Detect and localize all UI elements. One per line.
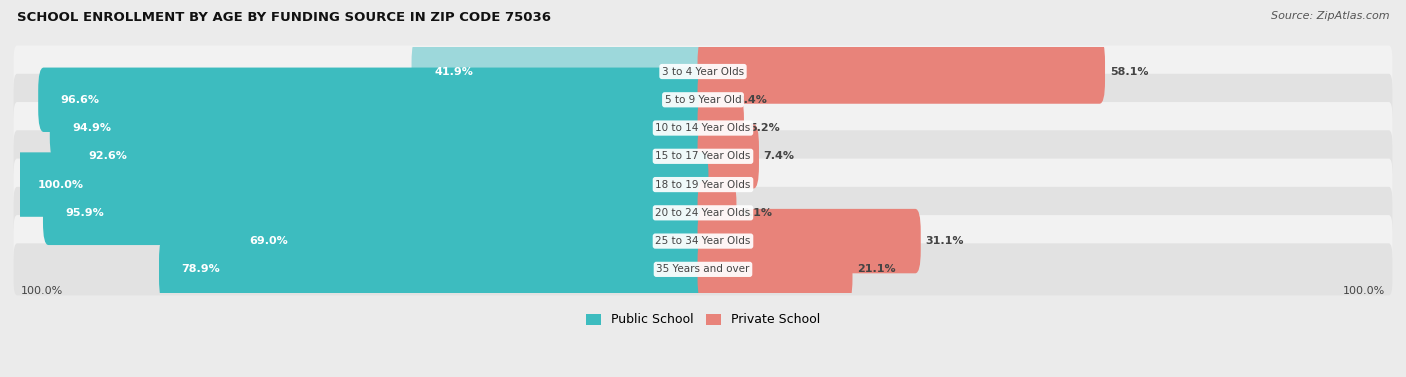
FancyBboxPatch shape	[697, 67, 731, 132]
Legend: Public School, Private School: Public School, Private School	[581, 308, 825, 331]
Text: 31.1%: 31.1%	[925, 236, 965, 246]
Text: 35 Years and over: 35 Years and over	[657, 264, 749, 274]
FancyBboxPatch shape	[49, 96, 709, 160]
Text: SCHOOL ENROLLMENT BY AGE BY FUNDING SOURCE IN ZIP CODE 75036: SCHOOL ENROLLMENT BY AGE BY FUNDING SOUR…	[17, 11, 551, 24]
Text: 21.1%: 21.1%	[858, 264, 896, 274]
FancyBboxPatch shape	[412, 39, 709, 104]
FancyBboxPatch shape	[697, 124, 759, 188]
FancyBboxPatch shape	[159, 237, 709, 302]
FancyBboxPatch shape	[38, 67, 709, 132]
Text: 10 to 14 Year Olds: 10 to 14 Year Olds	[655, 123, 751, 133]
Text: 3 to 4 Year Olds: 3 to 4 Year Olds	[662, 66, 744, 77]
FancyBboxPatch shape	[697, 209, 921, 273]
Text: 15 to 17 Year Olds: 15 to 17 Year Olds	[655, 151, 751, 161]
FancyBboxPatch shape	[14, 159, 1392, 211]
Text: 41.9%: 41.9%	[434, 66, 472, 77]
Text: 92.6%: 92.6%	[89, 151, 127, 161]
Text: 3.4%: 3.4%	[737, 95, 768, 105]
FancyBboxPatch shape	[697, 39, 1105, 104]
FancyBboxPatch shape	[66, 124, 709, 188]
Text: 5 to 9 Year Old: 5 to 9 Year Old	[665, 95, 741, 105]
FancyBboxPatch shape	[14, 130, 1392, 182]
FancyBboxPatch shape	[14, 46, 1392, 98]
FancyBboxPatch shape	[697, 237, 852, 302]
FancyBboxPatch shape	[697, 96, 744, 160]
Text: 4.1%: 4.1%	[741, 208, 772, 218]
Text: 96.6%: 96.6%	[60, 95, 100, 105]
FancyBboxPatch shape	[226, 209, 709, 273]
Text: 20 to 24 Year Olds: 20 to 24 Year Olds	[655, 208, 751, 218]
Text: 25 to 34 Year Olds: 25 to 34 Year Olds	[655, 236, 751, 246]
Text: 7.4%: 7.4%	[763, 151, 794, 161]
FancyBboxPatch shape	[697, 181, 737, 245]
FancyBboxPatch shape	[14, 102, 1392, 154]
FancyBboxPatch shape	[15, 152, 709, 217]
Text: 95.9%: 95.9%	[66, 208, 104, 218]
Text: 58.1%: 58.1%	[1109, 66, 1149, 77]
FancyBboxPatch shape	[14, 74, 1392, 126]
Text: 100.0%: 100.0%	[38, 179, 83, 190]
Text: 100.0%: 100.0%	[21, 285, 63, 296]
Text: 69.0%: 69.0%	[249, 236, 288, 246]
Text: 100.0%: 100.0%	[1343, 285, 1385, 296]
Text: Source: ZipAtlas.com: Source: ZipAtlas.com	[1271, 11, 1389, 21]
FancyBboxPatch shape	[14, 244, 1392, 295]
Text: 18 to 19 Year Olds: 18 to 19 Year Olds	[655, 179, 751, 190]
FancyBboxPatch shape	[44, 181, 709, 245]
Text: 5.2%: 5.2%	[749, 123, 779, 133]
Text: 78.9%: 78.9%	[181, 264, 221, 274]
FancyBboxPatch shape	[14, 215, 1392, 267]
FancyBboxPatch shape	[14, 187, 1392, 239]
Text: 94.9%: 94.9%	[72, 123, 111, 133]
